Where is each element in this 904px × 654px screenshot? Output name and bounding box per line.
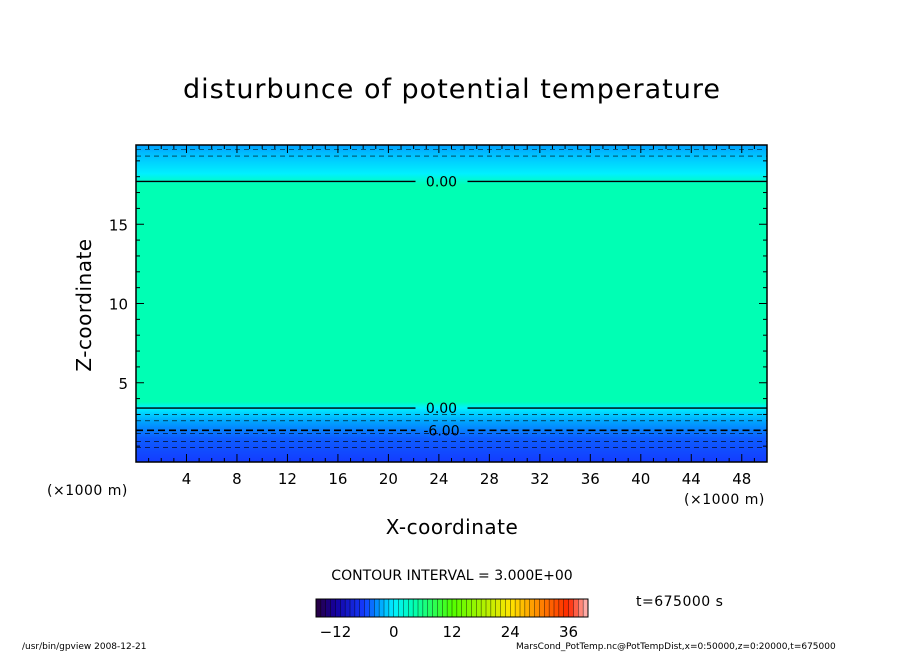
colorbar-bin-18 [403,599,409,617]
colorbar-bin-41 [515,599,521,617]
colorbar-bin-31 [466,599,472,617]
colorbar-bin-26 [442,599,448,617]
colorbar-bin-4 [335,599,341,617]
x-tick-label-28: 28 [480,470,499,488]
colorbar-bin-20 [413,599,419,617]
colorbar-bin-32 [471,599,477,617]
colorbar-bin-28 [452,599,458,617]
colorbar-bin-24 [432,599,438,617]
chart-title: disturbunce of potential temperature [183,74,721,105]
x-tick-label-4: 4 [182,470,192,488]
colorbar-bin-2 [325,599,331,617]
colorbar-bin-50 [558,599,565,617]
contour-label-1: 0.00 [426,401,457,417]
colorbar-bin-23 [427,599,433,617]
colorbar-bin-52 [568,599,574,617]
time-label: t=675000 s [636,594,724,610]
colorbar-bin-15 [388,599,395,617]
colorbar-bin-1 [320,599,327,617]
colorbar-bin-49 [554,599,560,617]
contour-label-0: 0.00 [426,174,457,190]
colorbar-bin-19 [408,599,414,617]
colorbar-bin-54 [578,599,584,617]
x-tick-label-44: 44 [682,470,701,488]
x-tick-label-16: 16 [328,470,347,488]
x-tick-label-36: 36 [581,470,600,488]
colorbar-bin-51 [563,599,569,617]
colorbar-bin-27 [447,599,453,617]
x-tick-label-20: 20 [379,470,398,488]
x-tick-label-12: 12 [278,470,297,488]
field-fill [136,145,767,462]
colorbar-bin-38 [500,599,506,617]
colorbar-bin-39 [505,599,511,617]
contour-interval-text: CONTOUR INTERVAL = 3.000E+00 [331,568,573,584]
colorbar-bin-53 [573,599,579,617]
colorbar-bin-34 [481,599,487,617]
colorbar-bin-11 [369,599,375,617]
x-tick-label-24: 24 [429,470,448,488]
colorbar-bin-42 [520,599,526,617]
colorbar-bin-16 [393,599,399,617]
colorbar-frame [315,598,589,618]
colorbar-bin-12 [374,599,380,617]
colorbar-bin-8 [354,599,361,617]
colorbar-bin-3 [330,599,336,617]
colorbar-bin-13 [379,599,385,617]
colorbar-bin-35 [486,599,492,617]
footer-right: MarsCond_PotTemp.nc@PotTempDist,x=0:5000… [516,642,836,652]
colorbar-bin-44 [529,599,535,617]
colorbar-bin-33 [476,599,482,617]
colorbar-bin-43 [524,599,531,617]
y-tick-label-10: 10 [109,296,128,314]
x-tick-label-8: 8 [232,470,242,488]
colorbar-tick-label-24: 24 [501,623,520,641]
colorbar-tick-label-12: 12 [442,623,461,641]
y-tick-label-15: 15 [109,216,128,234]
footer-left: /usr/bin/gpview 2008-12-21 [22,642,147,652]
colorbar: −12 0 12 24 36 [315,598,589,641]
colorbar-bin-25 [437,599,443,617]
x-axis-label: X-coordinate [385,515,519,539]
x-tick-label-40: 40 [631,470,650,488]
colorbar-bin-14 [384,599,390,617]
colorbar-bin-55 [583,599,589,617]
colorbar-bin-45 [534,599,540,617]
colorbar-tick-label--12: −12 [320,623,352,641]
x-unit-label-left: (×1000 m) [47,483,128,499]
colorbar-bin-48 [549,599,555,617]
colorbar-bin-9 [359,599,365,617]
colorbar-bin-36 [490,599,497,617]
colorbar-tick-label-36: 36 [559,623,578,641]
colorbar-bin-7 [350,599,356,617]
colorbar-bin-40 [510,599,516,617]
colorbar-bin-30 [461,599,467,617]
colorbar-bin-47 [544,599,550,617]
y-tick-label-5: 5 [118,375,128,393]
colorbar-bin-17 [398,599,404,617]
colorbar-tick-label-0: 0 [389,623,399,641]
colorbar-bin-5 [340,599,346,617]
x-unit-label-right: (×1000 m) [684,492,765,508]
contour-label-2: -6.00 [423,423,459,439]
x-tick-label-32: 32 [530,470,549,488]
colorbar-bin-46 [539,599,545,617]
colorbar-bin-6 [345,599,351,617]
x-tick-label-48: 48 [732,470,751,488]
colorbar-bin-22 [422,599,429,617]
colorbar-bin-29 [456,599,463,617]
colorbar-bin-37 [495,599,501,617]
colorbar-bin-0 [316,599,322,617]
colorbar-bin-10 [364,599,370,617]
colorbar-bin-21 [418,599,424,617]
